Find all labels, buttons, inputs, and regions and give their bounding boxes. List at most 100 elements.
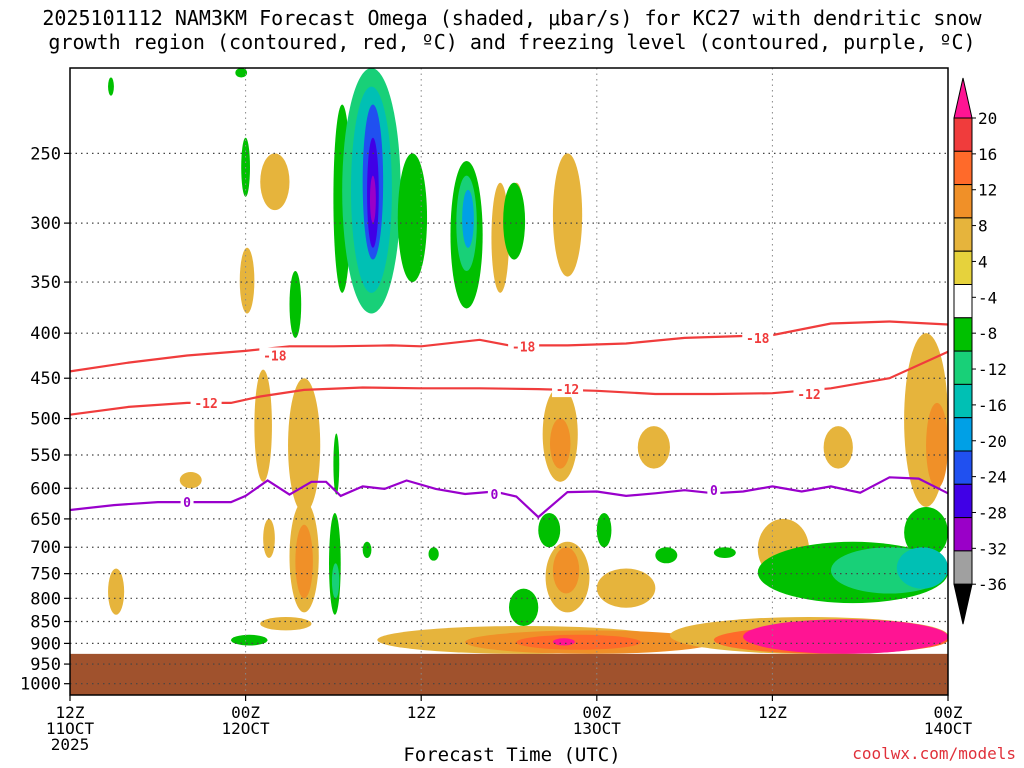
omega-region-50 <box>428 547 439 561</box>
contour-label-6: 0 <box>183 496 191 511</box>
omega-region-33 <box>289 270 302 338</box>
colorbar-box-7 <box>953 317 973 352</box>
omega-region-53 <box>596 512 612 548</box>
omega-region-16 <box>637 426 670 469</box>
contour-label-2: -18 <box>746 332 770 347</box>
omega-region-14 <box>552 547 580 594</box>
y-axis: 2503003504004505005506006507007508008509… <box>20 144 70 695</box>
colorbar-label-8: -16 <box>978 396 1007 415</box>
contour-label-8: 0 <box>710 484 718 499</box>
colorbar-label-1: 16 <box>978 145 997 164</box>
y-tick-label-900: 900 <box>30 634 61 654</box>
omega-region-15 <box>596 568 656 608</box>
ground-fill <box>70 653 948 695</box>
omega-region-25 <box>516 634 641 650</box>
contour-label-bg-6 <box>180 494 194 511</box>
x-tick-label-60-1: 14OCT <box>924 719 973 738</box>
colorbar-box-11 <box>953 450 973 485</box>
colorbar-label-11: -28 <box>978 503 1007 522</box>
colorbar-label-12: -32 <box>978 539 1007 558</box>
omega-region-57 <box>904 506 948 559</box>
omega-region-43 <box>462 189 474 248</box>
y-tick-label-950: 950 <box>30 655 61 675</box>
omega-region-52 <box>538 512 561 548</box>
grid-layer <box>69 68 949 695</box>
contour-label-bg-0 <box>259 347 291 364</box>
omega-region-5 <box>288 378 321 513</box>
colorbar-box-10 <box>953 417 973 452</box>
omega-region-3 <box>254 369 272 482</box>
omega-region-51 <box>509 588 539 626</box>
contour-label-0: -18 <box>263 349 287 364</box>
contour-label-5: -12 <box>797 388 820 403</box>
y-tick-label-700: 700 <box>30 538 61 558</box>
omega-region-22 <box>260 616 312 631</box>
omega-shading-layer <box>108 67 949 654</box>
contour-label-3: -12 <box>194 397 217 412</box>
colorbar-box-2 <box>953 150 973 186</box>
omega-region-44 <box>503 182 526 260</box>
omega-region-49 <box>362 541 372 559</box>
y-tick-label-500: 500 <box>30 410 61 430</box>
colorbar-box-12 <box>953 483 973 519</box>
colorbar-label-7: -12 <box>978 360 1007 379</box>
contour-label-bg-4 <box>552 381 584 398</box>
colorbar-box-13 <box>953 517 973 552</box>
y-tick-label-750: 750 <box>30 565 61 585</box>
colorbar-box-5 <box>953 250 973 285</box>
omega-region-8 <box>552 153 583 277</box>
omega-region-29 <box>743 619 948 654</box>
omega-region-31 <box>235 68 248 78</box>
colorbar-label-4: 4 <box>978 252 988 271</box>
y-tick-label-450: 450 <box>30 369 61 389</box>
omega-region-54 <box>655 547 678 564</box>
ground-layer <box>70 653 948 695</box>
contour-label-7: 0 <box>490 488 498 503</box>
contour-label-bg-2 <box>742 329 774 346</box>
omega-region-40 <box>397 153 428 283</box>
omega-region-20 <box>926 402 949 489</box>
contour-label-bg-8 <box>707 482 721 499</box>
omega-region-26 <box>552 638 575 646</box>
omega-region-30 <box>108 77 114 96</box>
x-tick-label-12-1: 12OCT <box>222 719 271 738</box>
plot-frame <box>69 67 949 696</box>
colorbar-box-3 <box>953 184 973 219</box>
colorbar-label-6: -8 <box>978 324 997 343</box>
colorbar-label-13: -36 <box>978 575 1007 594</box>
colorbar-label-0: 20 <box>978 109 997 128</box>
contour-layer: -18 -18 -18 -12 -12 -12 0 0 0 <box>69 320 949 519</box>
colorbar-label-10: -24 <box>978 468 1007 487</box>
colorbar-box-14 <box>953 550 973 585</box>
site-credit[interactable]: coolwx.com/models <box>852 744 1016 763</box>
colorbar: 20 16 12 8 4 -4 -8 -12 -16 -20 -24 -28 -32 -36 <box>953 77 1007 625</box>
y-tick-label-600: 600 <box>30 479 61 499</box>
contour-label-1: -18 <box>512 340 536 355</box>
colorbar-box-6 <box>953 284 973 319</box>
contour-line-0 <box>69 476 949 519</box>
y-tick-label-250: 250 <box>30 144 61 164</box>
x-tick-label-24-0: 12Z <box>407 703 436 722</box>
x-tick-label-0-1: 11OCT <box>46 719 95 738</box>
omega-region-45 <box>333 433 340 495</box>
omega-region-1 <box>260 153 290 211</box>
colorbar-bottom-triangle <box>953 583 973 625</box>
y-tick-label-300: 300 <box>30 214 61 234</box>
omega-region-47 <box>331 563 340 599</box>
x-tick-label-12-0: 00Z <box>231 703 260 722</box>
omega-region-12 <box>549 418 571 469</box>
omega-region-7 <box>295 524 313 599</box>
contour-label-4: -12 <box>556 383 579 398</box>
chart-title-line-2: growth region (contoured, red, ºC) and f… <box>48 30 976 54</box>
contour-label-bg-5 <box>793 386 825 403</box>
colorbar-label-9: -20 <box>978 432 1007 451</box>
contour-label-bg-3 <box>190 394 222 411</box>
x-tick-label-0-2: 2025 <box>51 735 90 754</box>
contour-label-bg-1 <box>508 338 540 355</box>
chart-title-line-1: 2025101112 NAM3KM Forecast Omega (shaded… <box>42 6 982 30</box>
colorbar-top-triangle <box>953 77 973 119</box>
y-tick-label-350: 350 <box>30 273 61 293</box>
y-tick-label-650: 650 <box>30 510 61 530</box>
